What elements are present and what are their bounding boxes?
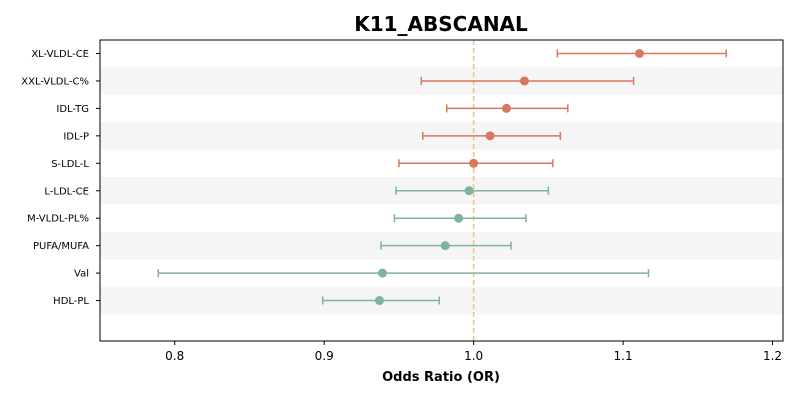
or-point-xl-vldl-ce [635, 49, 645, 58]
y-tick-label-pufa-mufa: PUFA/MUFA [33, 241, 89, 252]
or-point-l-ldl-ce [464, 186, 474, 196]
x-axis-ticks: 0.8 0.9 1.0 1.1 1.2 [165, 341, 782, 363]
row-band [100, 286, 783, 315]
y-tick-label-s-ldl-l: S-LDL-L [51, 159, 89, 170]
y-tick-label-xl-vldl-ce: XL-VLDL-CE [31, 49, 89, 60]
y-tick-label-hdl-pl: HDL-PL [53, 296, 89, 307]
plot-frame [99, 39, 784, 342]
x-axis-label: Odds Ratio (OR) [382, 370, 500, 385]
or-point-pufa-mufa [440, 241, 450, 251]
y-tick-label-xxl-vldl-c: XXL-VLDL-C% [21, 76, 89, 87]
chart-title: K11_ABSCANAL [354, 12, 528, 36]
data-marks [157, 49, 727, 306]
y-tick-label-idl-p: IDL-P [63, 131, 89, 142]
or-point-s-ldl-l [469, 158, 479, 168]
or-point-idl-tg [502, 103, 512, 113]
y-tick-label-l-ldl-ce: L-LDL-CE [44, 186, 89, 197]
or-point-hdl-pl [374, 296, 384, 306]
or-point-val [377, 268, 387, 278]
x-tick-label: 1.2 [763, 349, 782, 363]
y-tick-labels: XL-VLDL-CE XXL-VLDL-C% IDL-TG IDL-P S-LDL-L L… [21, 49, 100, 307]
or-point-m-vldl-pl [454, 213, 464, 223]
x-tick-label: 0.8 [165, 349, 184, 363]
or-point-idl-p [485, 131, 495, 141]
x-tick-label: 1.1 [614, 349, 633, 363]
y-tick-label-val: Val [74, 269, 89, 280]
x-tick-label: 1.0 [464, 349, 483, 363]
y-tick-label-idl-tg: IDL-TG [56, 104, 89, 115]
y-tick-label-m-vldl-pl: M-VLDL-PL% [27, 214, 89, 225]
x-tick-label: 0.9 [315, 349, 334, 363]
or-point-xxl-vldl-c [519, 76, 529, 86]
